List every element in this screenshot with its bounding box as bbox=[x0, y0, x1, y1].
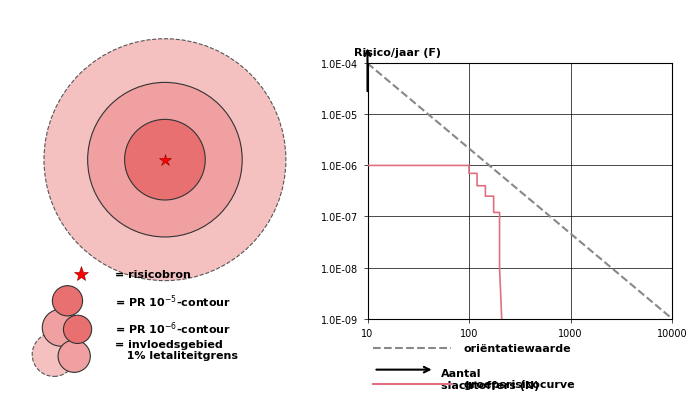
Text: Aantal
slachtoffers (N): Aantal slachtoffers (N) bbox=[440, 369, 539, 390]
Text: = risicobron: = risicobron bbox=[115, 269, 190, 279]
Circle shape bbox=[32, 333, 76, 377]
Circle shape bbox=[52, 286, 83, 316]
Text: groepsrisicocurve: groepsrisicocurve bbox=[463, 379, 575, 389]
Text: oriëntatiewaarde: oriëntatiewaarde bbox=[463, 343, 571, 352]
Circle shape bbox=[88, 83, 242, 237]
Circle shape bbox=[42, 310, 79, 346]
Text: Risico/jaar (F): Risico/jaar (F) bbox=[354, 48, 440, 58]
Text: = invloedsgebied
   1% letaliteitgrens: = invloedsgebied 1% letaliteitgrens bbox=[115, 339, 237, 360]
Text: = PR 10$^{-6}$-contour: = PR 10$^{-6}$-contour bbox=[115, 320, 231, 336]
Circle shape bbox=[44, 40, 286, 281]
Circle shape bbox=[64, 316, 92, 344]
Circle shape bbox=[58, 340, 90, 373]
Circle shape bbox=[125, 120, 205, 200]
Text: = PR 10$^{-5}$-contour: = PR 10$^{-5}$-contour bbox=[115, 293, 231, 309]
